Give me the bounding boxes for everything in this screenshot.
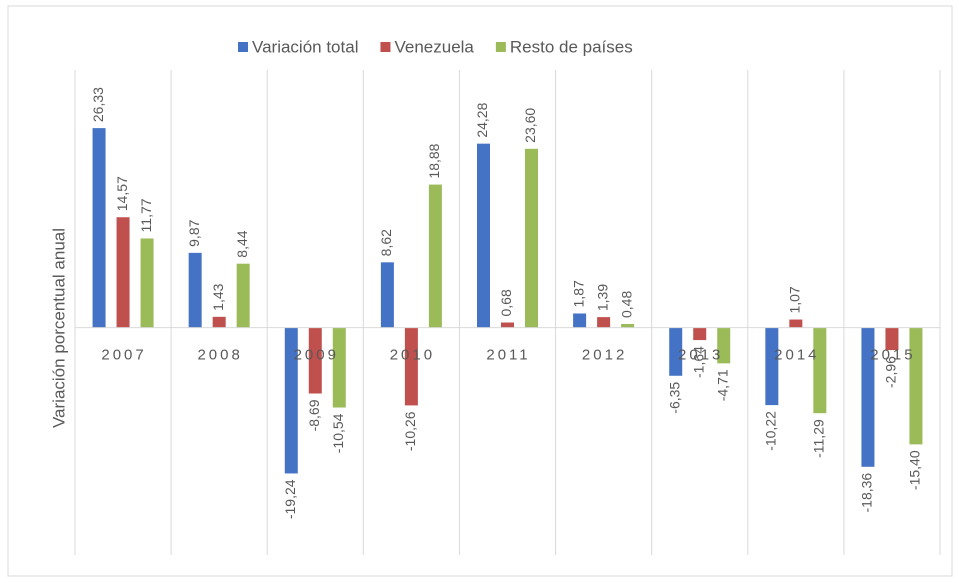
legend-label: Resto de países — [510, 37, 633, 56]
x-tick-label: 2009 — [294, 347, 339, 364]
data-label: 23,60 — [522, 108, 538, 143]
bar — [380, 262, 394, 328]
legend-swatch — [495, 42, 506, 52]
bar — [501, 322, 514, 328]
bar — [525, 148, 538, 328]
data-label: 1,07 — [787, 286, 803, 313]
bar — [404, 327, 418, 406]
data-label: 24,28 — [474, 102, 490, 137]
data-label: -10,26 — [402, 411, 418, 451]
data-label: 14,57 — [114, 176, 130, 211]
x-tick-label: 2008 — [197, 347, 242, 364]
x-tick-label: 2013 — [678, 347, 723, 364]
bar — [597, 317, 611, 328]
bar — [765, 327, 779, 406]
bar — [789, 319, 803, 328]
bar — [813, 327, 827, 414]
data-label: 8,62 — [378, 229, 394, 256]
data-label: 1,43 — [210, 283, 226, 310]
bar — [477, 143, 490, 328]
legend-swatch — [238, 42, 248, 52]
data-label: 1,87 — [570, 280, 586, 307]
data-label: -15,40 — [907, 450, 923, 490]
x-tick-label: 2010 — [390, 347, 435, 364]
data-label: -18,36 — [859, 473, 875, 513]
bar — [236, 263, 250, 328]
x-tick-label: 2015 — [870, 347, 915, 364]
legend-swatch — [380, 42, 391, 52]
x-tick-label: 2012 — [582, 347, 627, 364]
bar — [428, 184, 442, 328]
data-label: -1,64 — [690, 346, 706, 378]
data-label: -8,69 — [306, 399, 322, 431]
bar — [717, 327, 731, 364]
data-label: 0,48 — [618, 291, 634, 318]
bar — [909, 327, 923, 445]
bar — [573, 313, 587, 328]
bar — [861, 327, 875, 467]
legend-label: Venezuela — [394, 37, 474, 56]
bar — [212, 316, 226, 328]
bar — [284, 327, 298, 474]
x-tick-label: 2011 — [486, 347, 530, 364]
x-tick-label: 2014 — [774, 347, 819, 364]
data-label: 1,39 — [594, 284, 610, 311]
data-label: 9,87 — [186, 219, 202, 246]
bar — [92, 128, 106, 328]
data-label: 11,77 — [138, 198, 154, 232]
legend-label: Variación total — [252, 37, 358, 56]
data-label: 0,68 — [498, 289, 514, 316]
data-label: -6,35 — [666, 382, 682, 414]
data-label: -2,96 — [883, 356, 899, 388]
bar — [308, 327, 322, 394]
data-label: -10,22 — [763, 411, 779, 451]
x-tick-label: 2007 — [101, 347, 146, 364]
data-label: -4,71 — [714, 369, 730, 401]
data-label: -11,29 — [811, 419, 827, 458]
data-label: -10,54 — [330, 413, 346, 453]
bar — [140, 238, 154, 328]
bar — [116, 217, 130, 328]
data-label: 18,88 — [426, 143, 442, 178]
y-axis-title: Variación porcentual anual — [49, 228, 68, 428]
bar — [885, 327, 899, 351]
data-label: 8,44 — [234, 230, 250, 257]
bar — [332, 327, 346, 408]
bar — [621, 324, 635, 328]
data-label: 26,33 — [90, 87, 106, 122]
bar — [188, 252, 202, 328]
bar — [669, 327, 683, 376]
bar — [693, 327, 707, 341]
data-label: -19,24 — [282, 479, 298, 519]
